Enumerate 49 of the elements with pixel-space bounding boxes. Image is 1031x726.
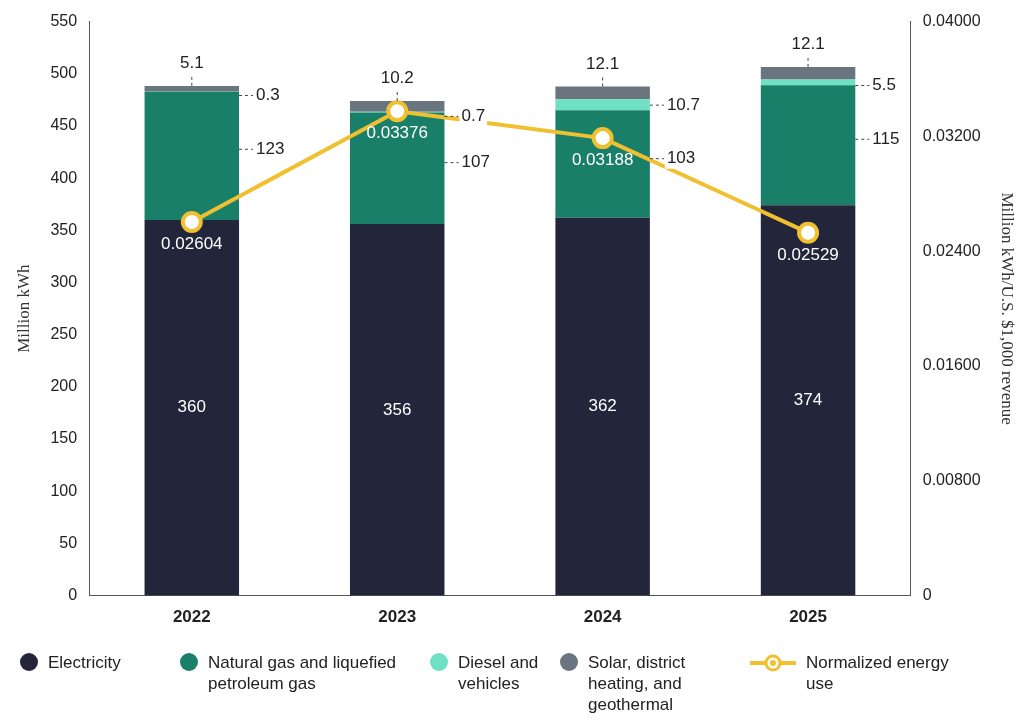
y-tick-label: 350 [50,220,78,238]
legend-label: Electricity [48,652,121,673]
y-axis-title: Million kWh [13,263,33,353]
data-label: 0.7 [461,106,486,126]
y-tick-label: 450 [50,116,78,134]
y2-tick-label: 0.03200 [922,126,981,144]
y2-tick-label: 0.01600 [922,356,981,374]
data-label: 12.1 [586,53,620,73]
legend-label: Natural gas and liquefied petroleum gas [208,652,398,694]
data-label: 0.3 [256,85,280,105]
data-label: 10.7 [666,94,700,114]
data-label: 0.03188 [571,150,634,170]
data-label: 356 [383,399,412,419]
y-tick-label: 50 [59,533,78,551]
y-tick-label: 100 [50,481,78,499]
data-label: 362 [588,396,617,416]
y-tick-label: 200 [50,377,78,395]
y-tick-label: 300 [50,272,78,290]
y2-tick-label: 0.02400 [922,241,981,259]
y-tick-label: 0 [68,586,78,604]
data-label: 0.03376 [366,123,428,143]
data-label: 103 [666,148,696,168]
data-label: 0.02529 [777,244,839,264]
y-tick-label: 250 [50,325,78,343]
data-label: 12.1 [791,34,825,54]
data-label: 10.2 [380,68,414,88]
data-label: 5.1 [179,53,204,73]
legend-label: Diesel and vehicles [458,652,540,694]
data-label: 0.02604 [161,234,223,254]
legend-label: Solar, district heating, and geothermal [588,652,687,715]
data-label: 360 [177,397,206,417]
x-tick-label: 2024 [583,607,623,627]
y-tick-label: 550 [50,12,78,30]
y-tick-label: 400 [50,168,78,186]
data-label: 115 [872,128,900,148]
data-label: 374 [793,390,823,410]
y-tick-label: 150 [50,429,78,447]
legend-label: Normalized energy use [806,652,950,694]
x-tick-label: 2025 [789,607,827,627]
x-tick-label: 2023 [378,607,417,627]
data-label: 123 [256,138,285,158]
y2-tick-label: 0 [922,586,932,604]
data-label: 107 [461,152,490,172]
x-tick-label: 2022 [172,607,211,627]
y2-axis-title: Million kWh/U.S. $1,000 revenue [998,192,1018,425]
y2-tick-label: 0.04000 [922,12,981,30]
y2-tick-label: 0.00800 [922,471,981,489]
y-tick-label: 500 [50,64,78,82]
data-label: 5.5 [872,75,896,95]
